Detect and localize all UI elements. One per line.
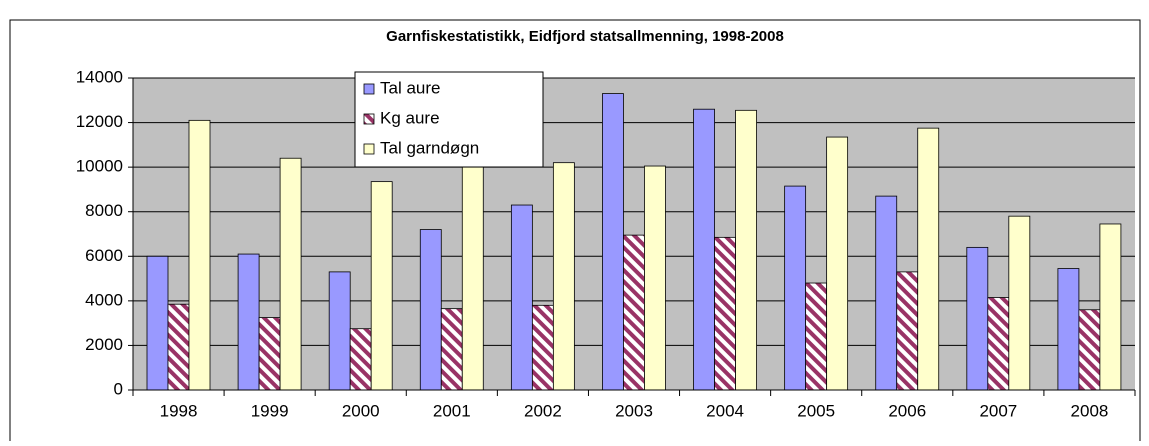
legend-swatch [363,83,375,95]
x-tick-label: 2007 [979,401,1017,420]
bar [875,195,898,391]
bar [552,162,575,391]
bar [370,181,393,391]
y-tick-label: 14000 [76,67,123,86]
x-tick-label: 1998 [160,401,198,420]
bar [510,204,533,391]
bar [917,127,940,391]
bar [693,108,715,391]
y-tick-label: 12000 [76,112,123,131]
bar [440,308,463,391]
bar [461,166,484,391]
bar [826,136,849,391]
legend-label: Kg aure [380,108,440,127]
legend-box [354,71,544,168]
y-tick-label: 2000 [85,335,123,354]
x-tick-label: 2001 [433,401,471,420]
bar [896,271,919,391]
legend-swatch [363,113,375,125]
x-tick-label: 2002 [524,401,562,420]
bar [735,109,757,391]
legend-label: Tal garndøgn [380,138,479,157]
bar [349,328,372,391]
bar [1008,215,1031,391]
bar [167,303,190,391]
x-tick-label: 2004 [706,401,744,420]
y-tick-label: 6000 [85,246,123,265]
y-tick-label: 4000 [85,290,123,309]
bar [714,236,736,391]
bar [1057,268,1080,391]
bar [279,157,302,391]
x-tick-label: 2000 [342,401,380,420]
x-tick-label: 1999 [251,401,289,420]
x-tick-label: 2006 [888,401,926,420]
bar [237,253,260,391]
bar [146,255,169,391]
bar [419,229,442,391]
bar [966,246,989,391]
chart-title: Garnfiskestatistikk, Eidfjord statsallme… [386,28,784,45]
bar [623,234,645,391]
y-tick-label: 0 [114,379,123,398]
legend-swatch [363,143,375,155]
y-tick-label: 10000 [76,157,123,176]
bar [644,165,666,391]
x-tick-label: 2005 [797,401,835,420]
bar [602,93,624,391]
bar [188,119,211,391]
x-tick-label: 2008 [1071,401,1109,420]
bar [1099,223,1122,391]
bar [328,271,351,391]
y-tick-label: 8000 [85,201,123,220]
bar [531,304,554,391]
bar [784,185,807,391]
x-tick-label: 2003 [615,401,653,420]
bar [1078,309,1101,391]
bar [258,317,281,391]
bar [805,282,828,391]
legend-label: Tal aure [380,78,440,97]
bar [987,297,1010,391]
